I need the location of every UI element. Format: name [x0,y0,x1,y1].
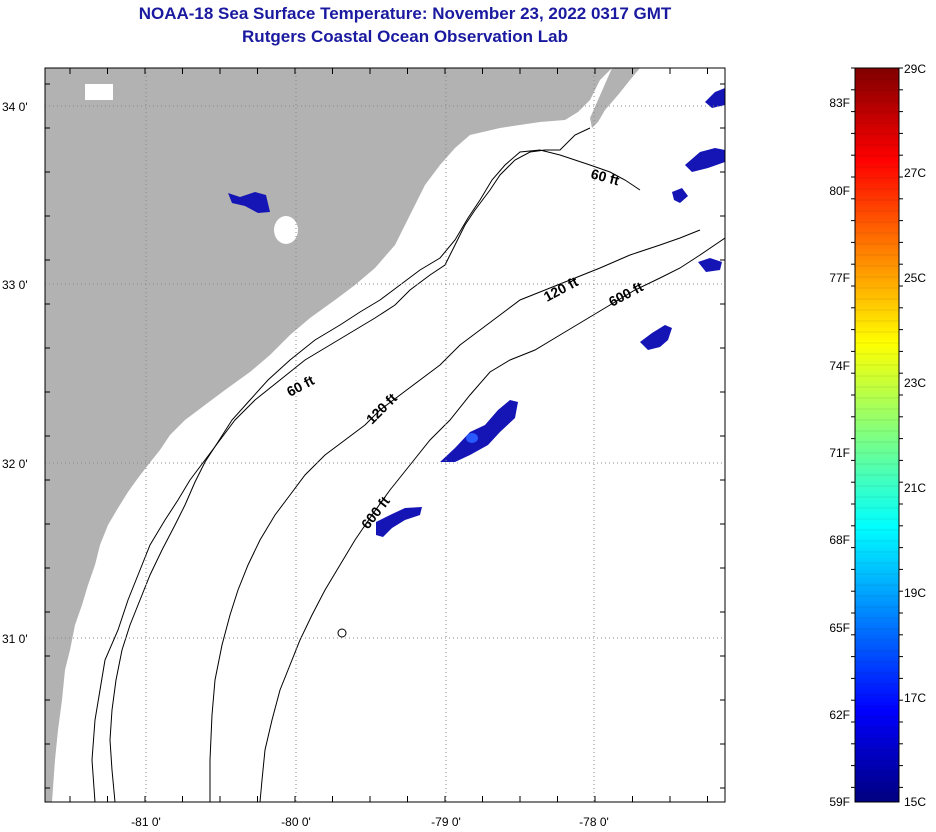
sst-patch [672,188,688,203]
colorbar-c-label: 27C [904,166,926,180]
colorbar-f-label: 77F [829,271,850,285]
sst-patch [440,400,518,462]
colorbar-frame [854,67,900,803]
colorbar-f-label: 74F [829,359,850,373]
colorbar-f-labels: 83F 80F 77F 74F 71F 68F 65F 62F 59F [829,96,850,809]
colorbar [851,67,903,802]
sst-patch [228,192,270,213]
lon-label: -81 0' [131,815,161,829]
colorbar-c-label: 29C [904,62,926,76]
map-subtitle: Rutgers Coastal Ocean Observation Lab [242,27,568,46]
land-mass [45,68,612,802]
colorbar-f-label: 59F [829,795,850,809]
axis-ticks [45,68,725,802]
coastline-inner [91,127,591,802]
contour-label: 60 ft [589,165,621,188]
contour-60ft [109,149,641,802]
lat-label: 31 0' [2,632,28,646]
contour-120ft [209,229,701,802]
colorbar-f-label: 83F [829,96,850,110]
sst-patch [705,88,725,108]
colorbar-c-label: 19C [904,586,926,600]
colorbar-f-label: 80F [829,184,850,198]
lat-label: 32 0' [2,457,28,471]
cloud-patch [85,84,113,100]
land-cape [590,68,640,128]
lon-label: -78 0' [579,815,609,829]
cloud-patch [274,216,298,244]
colorbar-gradient [855,68,899,802]
map-frame [44,67,726,803]
contour-600ft [259,237,725,802]
lon-label: -79 0' [431,815,461,829]
colorbar-f-label: 65F [829,621,850,635]
colorbar-f-label: 68F [829,533,850,547]
sst-patch [698,258,722,272]
colorbar-c-labels: 29C 27C 25C 23C 21C 19C 17C 15C [904,62,926,809]
sst-patch-warm [466,433,478,443]
colorbar-f-label: 62F [829,708,850,722]
colorbar-c-label: 17C [904,691,926,705]
lat-label: 33 0' [2,278,28,292]
colorbar-c-label: 21C [904,481,926,495]
sst-patch [376,507,422,537]
lon-label: -80 0' [281,815,311,829]
lat-label: 34 0' [2,100,28,114]
colorbar-c-label: 23C [904,376,926,390]
colorbar-c-label: 25C [904,271,926,285]
colorbar-c-label: 15C [904,795,926,809]
sst-patch [640,325,672,350]
seamount-circle [337,628,347,638]
map-title: NOAA-18 Sea Surface Temperature: Novembe… [138,4,672,23]
colorbar-f-label: 71F [829,446,850,460]
sst-patch [685,148,725,172]
grid-lines [45,68,725,802]
